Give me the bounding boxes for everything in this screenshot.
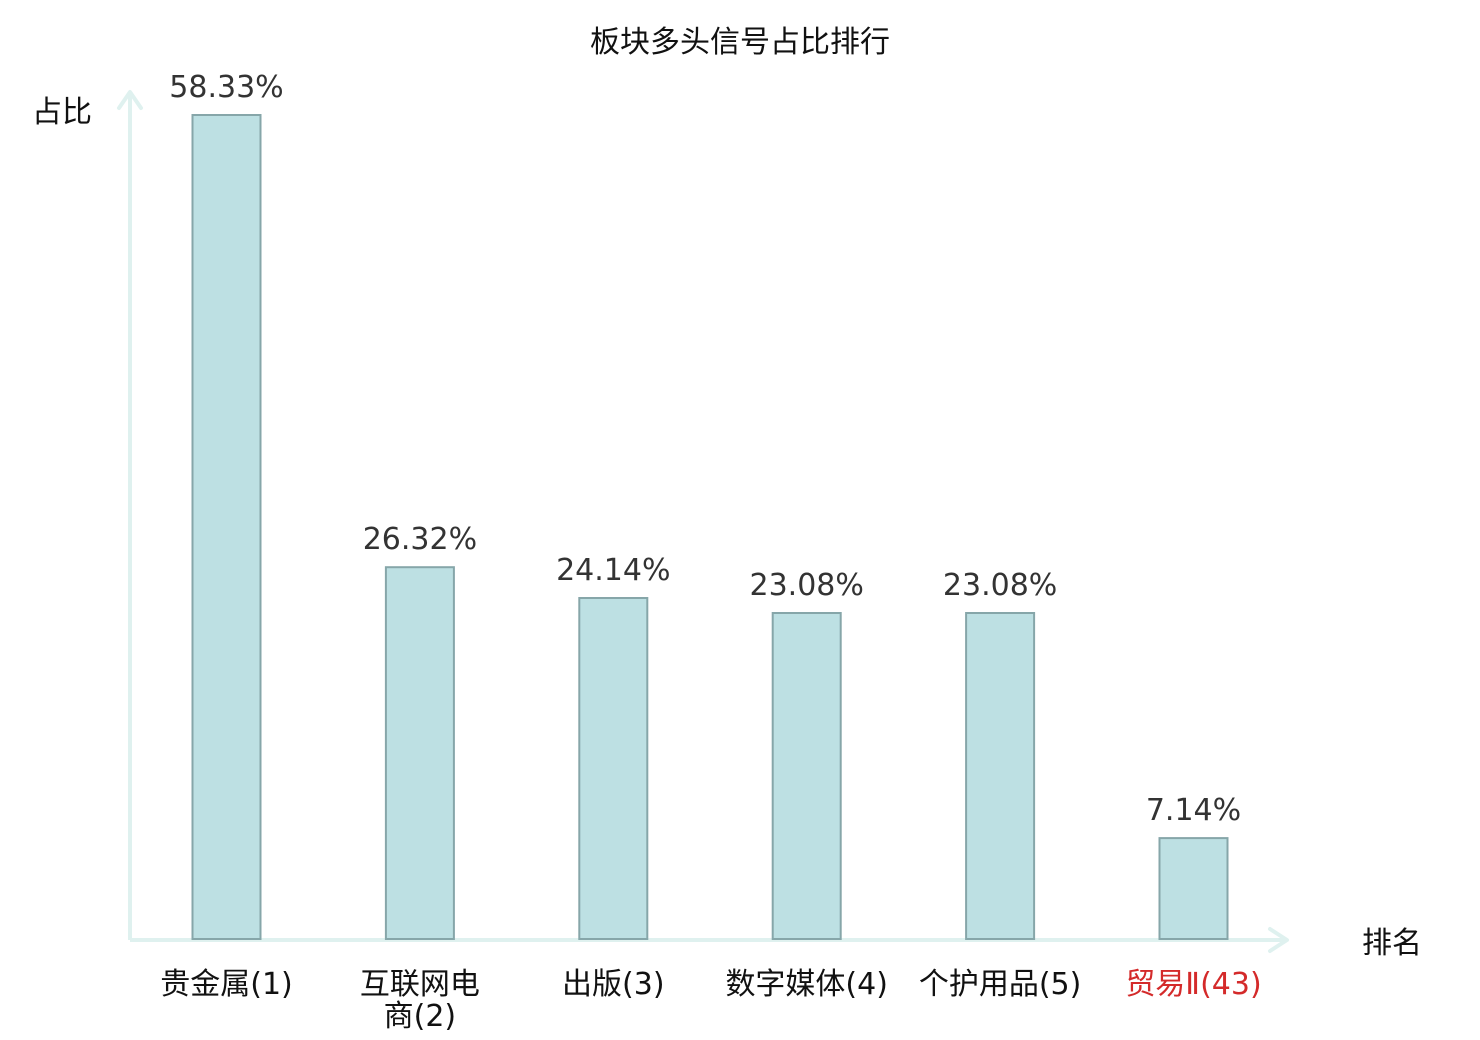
bars-group (191, 114, 1229, 940)
y-axis-arrow-icon (117, 90, 143, 110)
category-label-5: 个护用品(5) (919, 967, 1082, 1002)
category-label-3: 出版(3) (562, 967, 665, 1002)
x-axis-label: 排名 (1362, 926, 1422, 961)
value-label-4: 23.08% (750, 568, 864, 603)
category-label-1: 贵金属(1) (160, 967, 293, 1002)
bar-2 (384, 566, 455, 940)
value-label-2: 26.32% (363, 522, 477, 557)
chart-title: 板块多头信号占比排行 (590, 25, 890, 60)
bar-5 (965, 612, 1036, 940)
value-labels-group: 58.33% 26.32% 24.14% 23.08% 23.08% 7.14% (169, 70, 1241, 828)
category-label-2-line-2: 商(2) (384, 999, 457, 1034)
value-label-1: 58.33% (169, 70, 283, 105)
category-label-2-line-1: 互联网电 (360, 967, 480, 1002)
bar-6 (1158, 837, 1229, 940)
value-label-3: 24.14% (556, 553, 670, 588)
value-label-5: 23.08% (943, 568, 1057, 603)
value-label-6: 7.14% (1146, 793, 1241, 828)
bar-3 (578, 597, 649, 940)
bar-4 (771, 612, 842, 940)
y-axis-label: 占比 (32, 95, 92, 130)
category-label-6: 贸易Ⅱ(43) (1125, 967, 1261, 1002)
category-label-4: 数字媒体(4) (725, 967, 888, 1002)
bar-1 (191, 114, 262, 940)
x-axis-arrow-icon (1268, 927, 1289, 953)
